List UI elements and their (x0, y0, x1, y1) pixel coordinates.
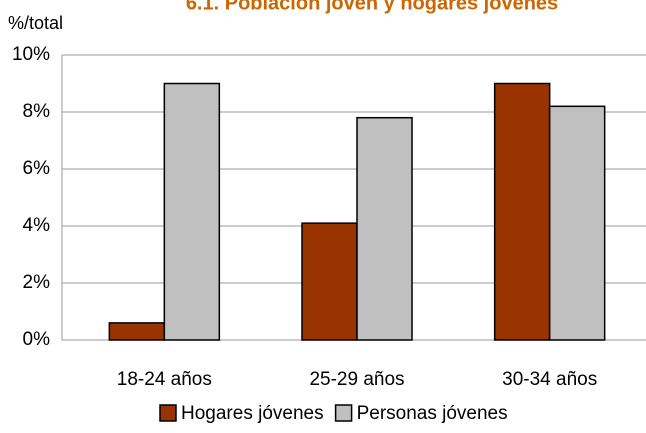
y-tick-label: 4% (23, 215, 51, 236)
x-tick-label: 30-34 años (502, 369, 597, 390)
bar (356, 116, 413, 341)
y-tick-label: 2% (23, 272, 51, 293)
x-tick-label: 18-24 años (117, 369, 212, 390)
legend-label: Hogares jóvenes (181, 403, 324, 424)
bar (163, 82, 221, 341)
legend-swatch (159, 404, 177, 422)
y-tick-label: 8% (23, 101, 51, 122)
legend-label: Personas jóvenes (357, 403, 508, 424)
y-tick-label: 0% (23, 329, 51, 350)
bar (108, 322, 166, 341)
bar (301, 222, 358, 341)
y-axis-label: %/total (8, 13, 63, 33)
chart-title: 6.1. Población joven y hogares jóvenes (186, 0, 558, 14)
y-tick-label: 6% (23, 158, 51, 179)
y-tick-label: 10% (12, 44, 50, 65)
x-tick-label: 25-29 años (309, 369, 404, 390)
bar (548, 105, 606, 341)
bar (493, 82, 551, 341)
legend-swatch (334, 404, 353, 422)
